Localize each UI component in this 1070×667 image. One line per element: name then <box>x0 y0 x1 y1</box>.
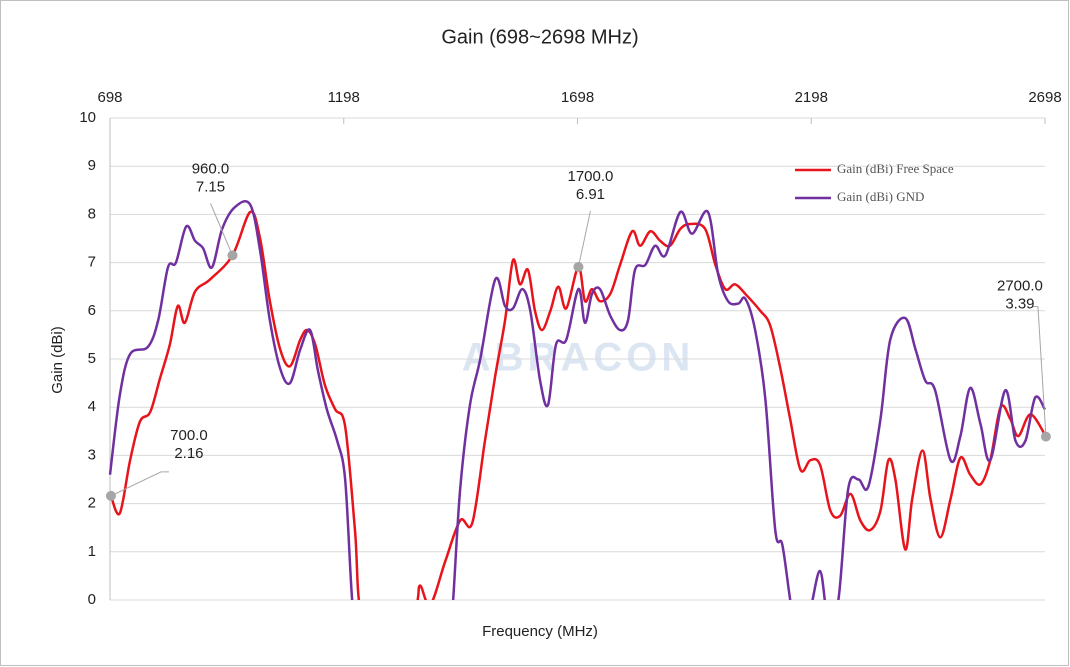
x-tick-label: 698 <box>97 89 122 106</box>
annotation-leader <box>210 203 233 256</box>
x-tick-label: 1698 <box>561 89 594 106</box>
annotation-x: 700.0 <box>170 427 208 444</box>
annotation-y: 7.15 <box>196 178 225 195</box>
y-tick-label: 6 <box>88 302 96 319</box>
y-axis-title: Gain (dBi) <box>49 326 66 394</box>
y-tick-label: 5 <box>88 350 96 367</box>
annotation-x: 2700.0 <box>997 278 1043 295</box>
plot-lines <box>108 200 1048 600</box>
annotation-point <box>573 261 584 272</box>
annotation-y: 6.91 <box>576 186 605 203</box>
y-tick-label: 8 <box>88 205 96 222</box>
series-line <box>108 200 1047 600</box>
x-axis-title: Frequency (MHz) <box>482 623 598 640</box>
y-tick-label: 0 <box>88 591 96 608</box>
y-tick-label: 3 <box>88 446 96 463</box>
x-tick-label: 2198 <box>795 89 828 106</box>
watermark: ABRACON <box>462 336 694 380</box>
legend-label: Gain (dBi) GND <box>837 189 924 204</box>
annotation-leader <box>110 471 169 497</box>
annotation-point <box>227 250 238 261</box>
annotation-x: 1700.0 <box>567 168 613 185</box>
y-tick-label: 7 <box>88 254 96 271</box>
annotation-x: 960.0 <box>192 160 230 177</box>
y-tick-label: 4 <box>88 398 96 415</box>
chart-title: Gain (698~2698 MHz) <box>441 26 638 48</box>
x-tick-label: 1198 <box>328 89 360 106</box>
legend-label: Gain (dBi) Free Space <box>837 161 954 176</box>
annotation-point <box>105 490 116 501</box>
annotation-y: 3.39 <box>1005 296 1034 313</box>
series-line <box>109 210 1048 600</box>
annotation-leader <box>1031 306 1047 437</box>
annotation-point <box>1040 431 1051 442</box>
y-tick-label: 9 <box>88 157 96 174</box>
overlay: Gain (dBi) Free Space Gain (dBi) GND 700.0… <box>105 160 1051 501</box>
y-tick-label: 10 <box>79 109 96 126</box>
y-tick-label: 1 <box>88 543 96 560</box>
annotation-leader <box>577 210 591 268</box>
y-tick-label: 2 <box>88 495 96 512</box>
x-tick-label: 2698 <box>1028 89 1061 106</box>
annotation-y: 2.16 <box>174 445 203 462</box>
